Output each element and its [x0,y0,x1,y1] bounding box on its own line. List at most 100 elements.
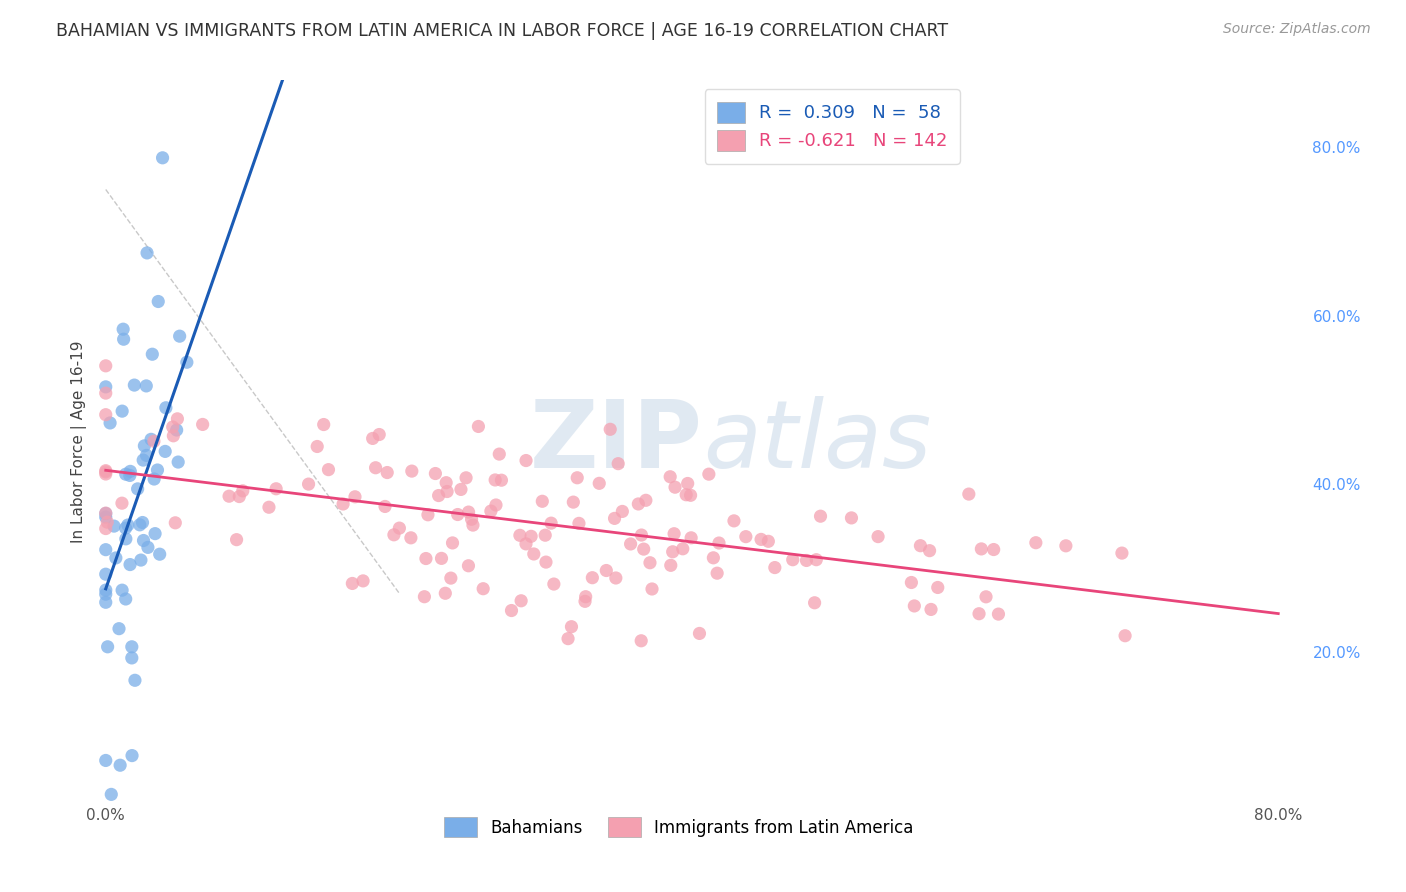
Point [531,494,554,508]
Point [94,380,117,394]
Point [166,423,188,437]
Point [146,463,169,477]
Point [454,471,477,485]
Point [641,582,664,596]
Point [510,594,533,608]
Point [128,517,150,532]
Point [399,531,422,545]
Point [574,594,596,608]
Point [191,417,214,432]
Point [153,444,176,458]
Point [352,574,374,588]
Point [103,519,125,533]
Point [111,583,134,598]
Point [142,434,165,449]
Point [94,464,117,478]
Point [264,482,287,496]
Point [681,531,703,545]
Point [461,518,484,533]
Point [595,564,617,578]
Point [520,529,543,543]
Point [307,440,329,454]
Point [488,447,510,461]
Point [96,515,118,529]
Point [634,493,657,508]
Point [94,408,117,422]
Point [364,460,387,475]
Point [162,429,184,443]
Point [427,489,450,503]
Point [112,322,135,336]
Point [167,455,190,469]
Point [118,558,141,572]
Point [967,607,990,621]
Point [436,484,458,499]
Point [756,534,779,549]
Point [810,509,832,524]
Point [534,555,557,569]
Point [706,566,728,581]
Point [94,567,117,582]
Point [148,294,170,309]
Point [679,488,702,502]
Point [619,537,641,551]
Point [361,432,384,446]
Point [94,754,117,768]
Point [375,466,398,480]
Point [434,475,457,490]
Point [910,539,932,553]
Point [94,507,117,521]
Point [332,497,354,511]
Point [94,587,117,601]
Point [515,453,537,467]
Point [734,530,756,544]
Point [162,420,184,434]
Point [297,477,319,491]
Point [415,551,437,566]
Point [485,498,508,512]
Point [457,505,479,519]
Point [218,489,240,503]
Point [94,522,117,536]
Point [143,526,166,541]
Point [139,433,162,447]
Point [152,151,174,165]
Point [627,497,650,511]
Point [688,626,710,640]
Point [612,504,634,518]
Point [100,788,122,802]
Point [312,417,335,432]
Point [707,536,730,550]
Point [903,599,925,613]
Text: atlas: atlas [703,396,931,487]
Point [135,449,157,463]
Point [388,521,411,535]
Point [94,595,117,609]
Point [121,651,143,665]
Point [675,488,697,502]
Point [124,673,146,688]
Point [425,467,447,481]
Point [112,332,135,346]
Point [920,602,942,616]
Point [630,528,652,542]
Point [108,622,131,636]
Point [723,514,745,528]
Point [115,532,138,546]
Point [94,386,117,401]
Point [342,576,364,591]
Point [447,508,470,522]
Point [257,500,280,515]
Point [1114,629,1136,643]
Point [416,508,439,522]
Legend: Bahamians, Immigrants from Latin America: Bahamians, Immigrants from Latin America [436,809,922,845]
Point [806,552,828,566]
Point [129,553,152,567]
Point [661,545,683,559]
Point [132,533,155,548]
Point [114,467,136,482]
Point [568,516,591,531]
Point [900,575,922,590]
Point [581,571,603,585]
Point [114,592,136,607]
